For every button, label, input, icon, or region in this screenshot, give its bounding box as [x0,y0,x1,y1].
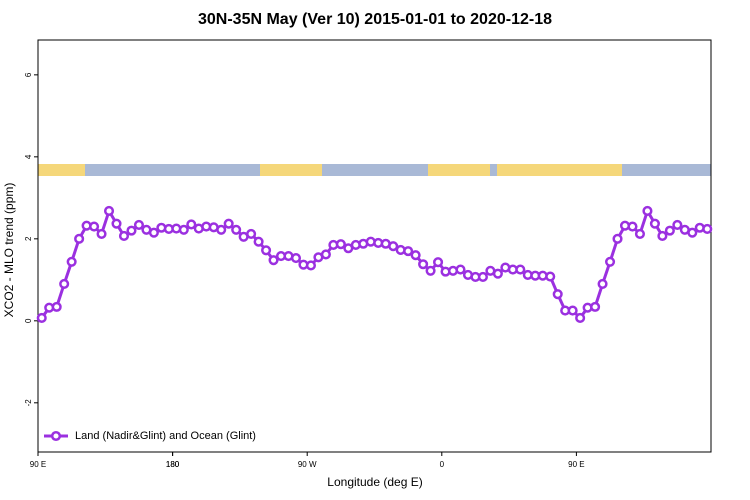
data-point [418,259,429,270]
x-tick-label: 90 E [30,460,46,469]
data-point [216,224,227,235]
data-point [672,219,683,230]
y-tick-label: 6 [24,72,33,77]
data-point [320,249,331,260]
data-point [687,227,698,238]
data-point [597,278,608,289]
y-tick-label: -2 [24,399,33,407]
data-point [74,233,85,244]
x-tick-label: 90 W [298,460,317,469]
data-point [433,257,444,268]
data-point [477,271,488,283]
data-point [545,271,556,282]
data-point [96,228,107,239]
x-tick-label: 90 E [568,460,584,469]
data-point [118,230,130,242]
data-point [634,228,646,239]
data-point [178,224,189,235]
y-tick-label: 2 [24,236,33,241]
y-axis-label: XCO2 - MLO trend (ppm) [2,183,16,318]
y-tick-label: 0 [24,318,33,323]
data-point [261,245,272,256]
data-point [246,228,257,239]
legend-label: Land (Nadir&Glint) and Ocean (Glint) [75,430,256,442]
data-point [231,224,242,235]
data-point [657,230,668,242]
data-point [66,256,77,267]
land-strip [38,164,85,176]
data-point [290,253,302,264]
ocean-strip [622,164,711,176]
x-tick-label: 0 [440,460,445,469]
land-ocean-band [38,164,711,176]
data-point [642,205,653,216]
data-point [492,268,503,279]
data-point [410,250,421,261]
data-point [425,265,436,276]
data-point [567,305,578,316]
data-point [702,223,713,235]
plot-frame [37,39,712,453]
data-point [111,218,122,229]
data-point [455,264,466,275]
data-point [590,301,601,312]
x-axis-label: Longitude (deg E) [327,475,422,489]
legend-marker [50,430,62,442]
chart-title: 30N-35N May (Ver 10) 2015-01-01 to 2020-… [198,11,552,28]
data-point [575,312,586,323]
data-point [649,218,660,229]
data-point [305,260,316,271]
data-point [148,227,159,238]
data-point [36,312,47,323]
land-strip [497,164,622,176]
data-point [268,255,279,266]
data-point [335,239,346,250]
land-strip [428,164,490,176]
data-point [59,278,70,289]
data-point [664,225,675,236]
data-point [388,241,399,252]
data-point [552,289,563,300]
data-point [515,264,526,275]
data-point [133,219,144,230]
data-point [186,219,197,230]
ocean-strip [322,164,428,176]
data-point [103,205,115,216]
data-point [89,221,100,232]
data-point [605,256,616,267]
land-strip [260,164,322,176]
data-point [51,301,62,312]
data-point [403,246,414,257]
x-tick-label: 180 [166,460,180,469]
data-point [126,225,137,236]
data-point [223,218,234,229]
data-point [627,221,638,232]
data-point [612,233,623,244]
ocean-strip [490,164,497,176]
data-point [253,236,264,247]
x-tick-label: 180 [166,460,180,469]
y-tick-label: 4 [24,154,33,159]
ocean-strip [85,164,260,176]
